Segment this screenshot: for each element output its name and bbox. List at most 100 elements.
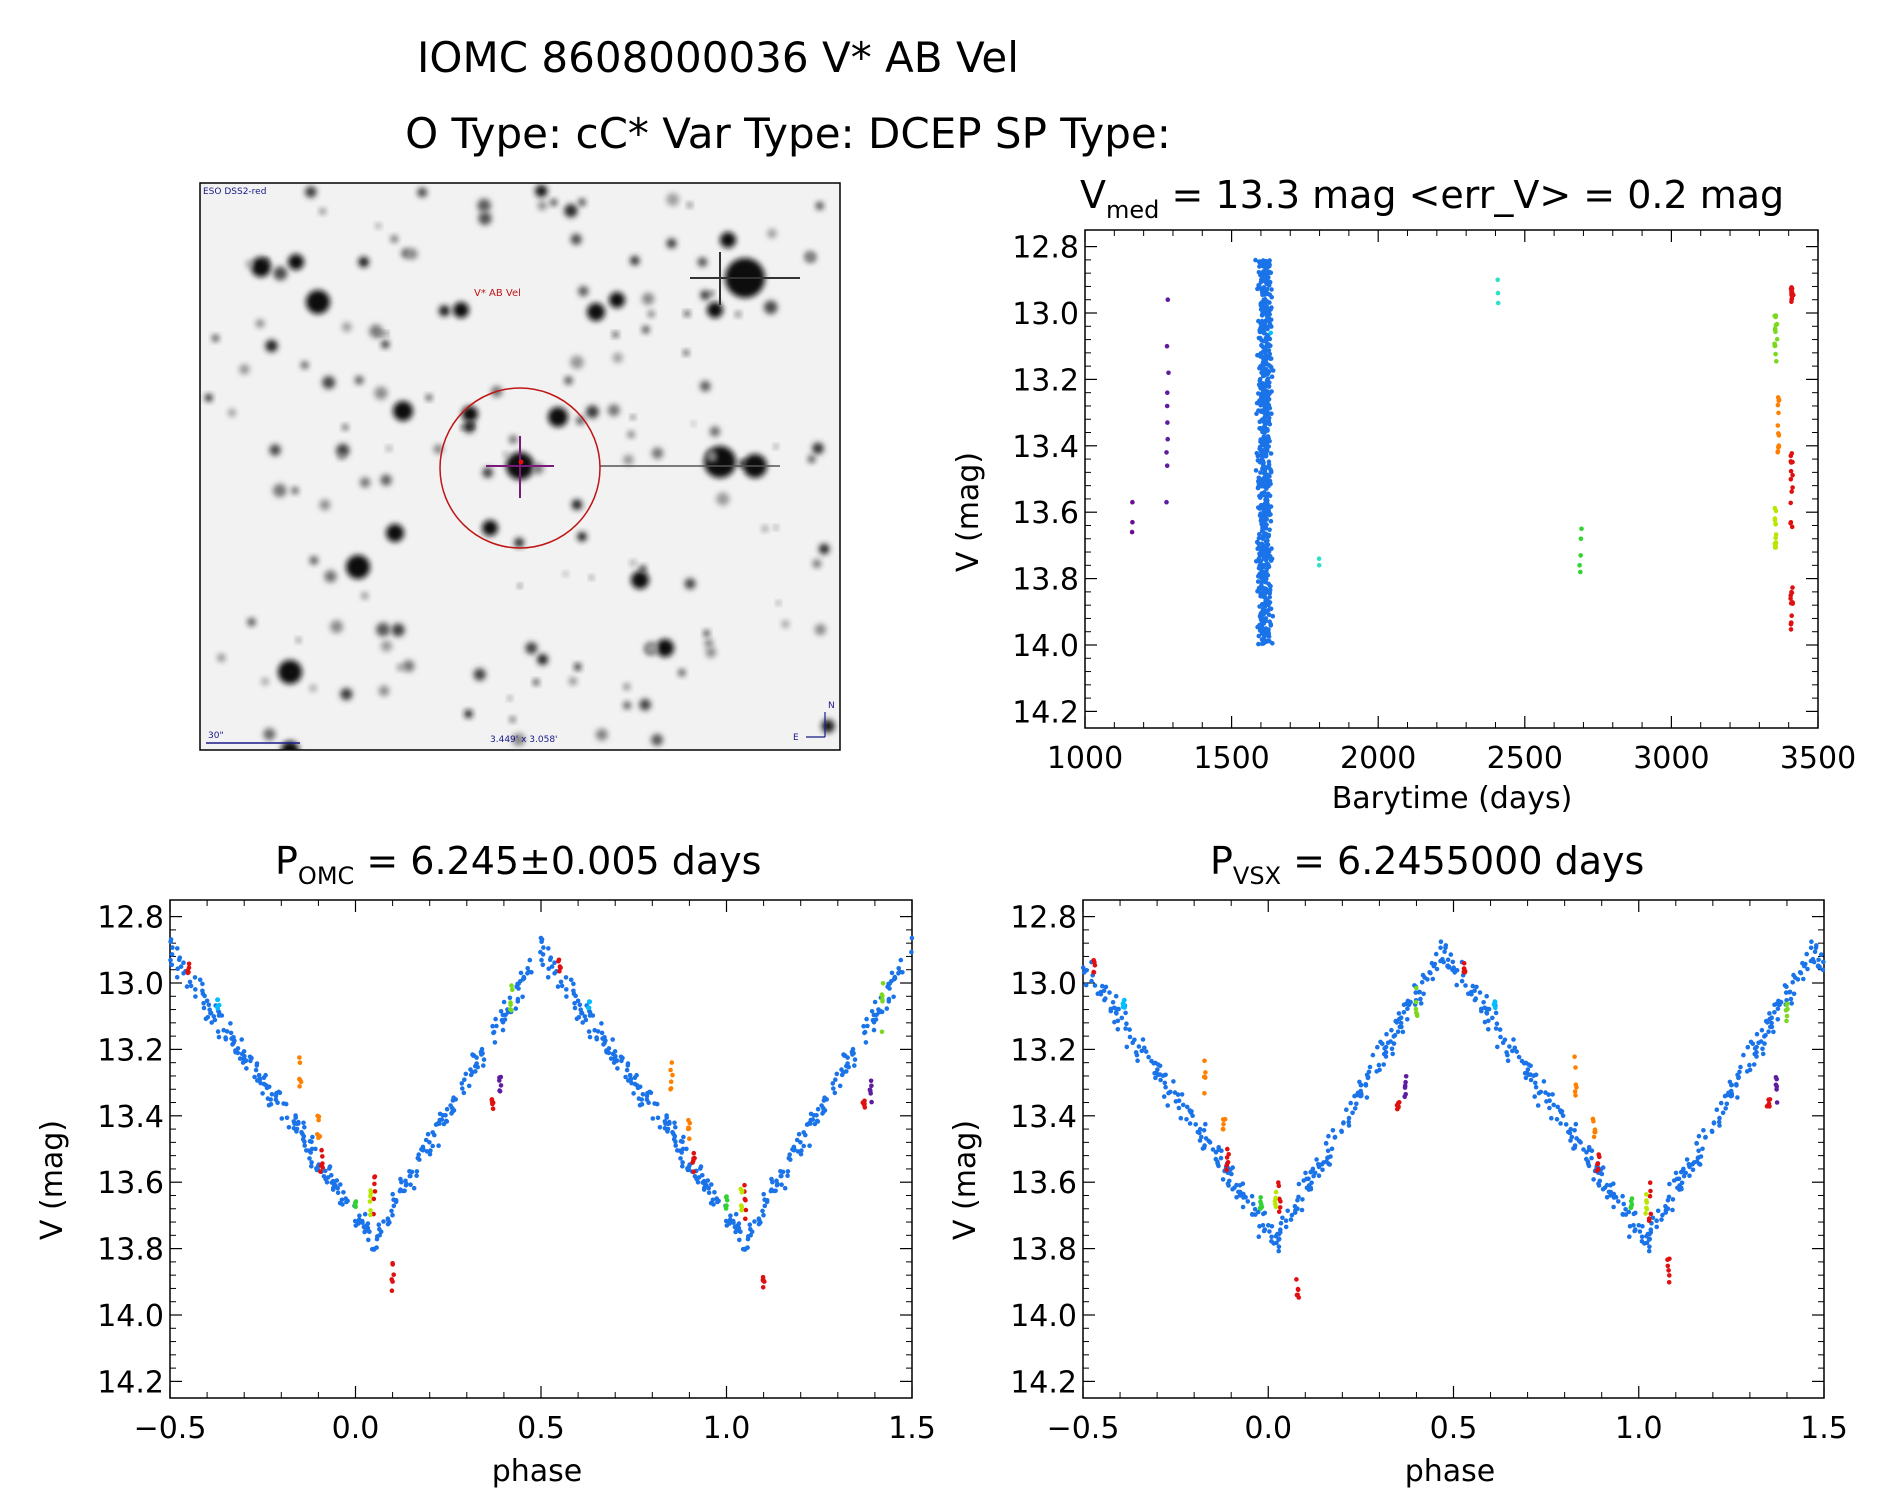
data-point bbox=[1114, 1006, 1119, 1012]
data-point bbox=[269, 1092, 275, 1097]
star bbox=[767, 228, 777, 239]
data-point bbox=[1225, 1181, 1231, 1186]
lightcurve-ylabel: V (mag) bbox=[951, 452, 986, 572]
data-point bbox=[1438, 945, 1443, 951]
data-point bbox=[1089, 978, 1094, 984]
data-point bbox=[1326, 1133, 1331, 1139]
data-point bbox=[170, 945, 175, 950]
star bbox=[255, 319, 265, 328]
data-point bbox=[668, 1067, 673, 1073]
data-point bbox=[1667, 1256, 1672, 1262]
data-point bbox=[1394, 1103, 1400, 1108]
data-point bbox=[169, 962, 175, 968]
data-point bbox=[1374, 1069, 1379, 1074]
data-point bbox=[1220, 1117, 1226, 1122]
data-point bbox=[263, 1072, 268, 1078]
data-point bbox=[1258, 470, 1263, 475]
data-point bbox=[1265, 551, 1270, 556]
data-point bbox=[1592, 1129, 1597, 1135]
data-point bbox=[1533, 1084, 1539, 1090]
data-point bbox=[1784, 984, 1789, 989]
data-point bbox=[402, 1188, 407, 1194]
data-point bbox=[481, 1063, 486, 1068]
data-point bbox=[1681, 1173, 1687, 1179]
data-point bbox=[1756, 1040, 1761, 1046]
data-point bbox=[833, 1077, 838, 1082]
data-point bbox=[425, 1131, 431, 1137]
star bbox=[406, 248, 418, 260]
data-point bbox=[1265, 376, 1271, 381]
star bbox=[507, 696, 513, 701]
data-point bbox=[243, 1058, 248, 1064]
data-point bbox=[1346, 1115, 1352, 1121]
data-point bbox=[1418, 1001, 1424, 1006]
star bbox=[576, 416, 585, 425]
data-point bbox=[1816, 963, 1821, 968]
data-point bbox=[871, 1019, 877, 1024]
data-point bbox=[318, 1169, 323, 1174]
data-point bbox=[1579, 526, 1584, 532]
data-point bbox=[1581, 1147, 1586, 1152]
data-point bbox=[546, 966, 551, 971]
data-point bbox=[1100, 983, 1105, 989]
data-point bbox=[1523, 1075, 1529, 1081]
data-point bbox=[1560, 1113, 1566, 1118]
data-point bbox=[1262, 292, 1268, 297]
data-point bbox=[681, 1134, 686, 1140]
data-point bbox=[1555, 1104, 1560, 1110]
data-point bbox=[1155, 1072, 1161, 1077]
data-point bbox=[297, 1060, 303, 1065]
data-point bbox=[1716, 1119, 1722, 1125]
data-point bbox=[1269, 411, 1274, 417]
data-point bbox=[864, 1016, 869, 1022]
data-point bbox=[1734, 1083, 1739, 1088]
data-point bbox=[1350, 1110, 1355, 1116]
data-point bbox=[595, 1029, 601, 1034]
data-point bbox=[1463, 983, 1468, 988]
data-point bbox=[497, 1089, 503, 1094]
data-point bbox=[1577, 563, 1582, 568]
star bbox=[814, 624, 827, 636]
data-point bbox=[1591, 1134, 1597, 1140]
data-point bbox=[1253, 257, 1258, 263]
y-tick-label: 13.2 bbox=[1012, 363, 1079, 398]
data-point bbox=[497, 1078, 502, 1083]
data-point bbox=[1255, 579, 1261, 584]
data-point bbox=[229, 1036, 234, 1041]
data-point bbox=[1788, 520, 1794, 525]
data-point bbox=[1269, 287, 1274, 292]
star bbox=[535, 184, 548, 198]
data-point bbox=[1474, 984, 1479, 990]
data-point bbox=[1459, 978, 1465, 984]
data-point bbox=[1774, 336, 1780, 342]
star-bright bbox=[278, 660, 302, 684]
data-point bbox=[1403, 1074, 1409, 1079]
data-point bbox=[1300, 1197, 1305, 1202]
data-point bbox=[376, 1222, 382, 1227]
data-point bbox=[1385, 1040, 1391, 1046]
data-point bbox=[1438, 958, 1443, 964]
data-point bbox=[615, 1066, 620, 1071]
data-point bbox=[539, 957, 544, 963]
data-point bbox=[1498, 1034, 1503, 1040]
data-point bbox=[1414, 1011, 1420, 1017]
data-point bbox=[1821, 959, 1826, 965]
data-point bbox=[1267, 258, 1272, 263]
data-point bbox=[377, 1226, 382, 1232]
data-point bbox=[297, 1055, 302, 1060]
data-point bbox=[1308, 1185, 1313, 1191]
data-point bbox=[1809, 939, 1814, 944]
data-point bbox=[1703, 1134, 1708, 1140]
data-point bbox=[1262, 258, 1267, 264]
data-point bbox=[1166, 370, 1171, 376]
star bbox=[217, 653, 226, 662]
data-point bbox=[1268, 518, 1274, 524]
data-point bbox=[1723, 1106, 1728, 1111]
data-point bbox=[292, 1121, 297, 1126]
data-point bbox=[1597, 1154, 1602, 1160]
data-point bbox=[871, 1027, 877, 1033]
star bbox=[568, 677, 578, 686]
y-tick-label: 14.0 bbox=[1010, 1299, 1077, 1334]
data-point bbox=[558, 979, 564, 985]
data-point bbox=[728, 1213, 733, 1218]
